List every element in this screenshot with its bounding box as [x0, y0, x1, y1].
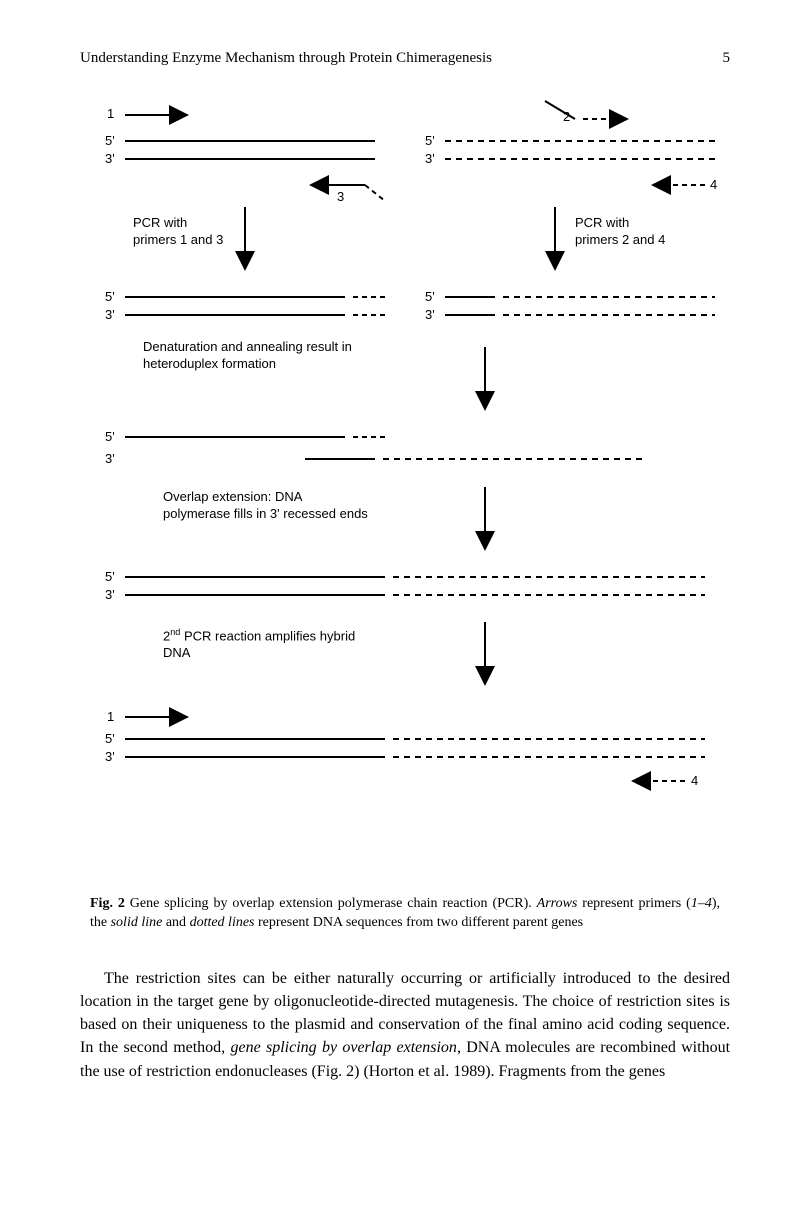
- figure-2-diagram: 1 2 3 4 5' 3' 5' 3' 5' 3' 5' 3' 5' 3' 5'…: [85, 97, 725, 877]
- body-paragraph: The restriction sites can be either natu…: [80, 967, 730, 1083]
- end-5p-r3-top: 5': [105, 429, 115, 444]
- end-3p-r1l-bot: 3': [105, 151, 115, 166]
- end-5p-r2r-top: 5': [425, 289, 435, 304]
- end-3p-r1r-bot: 3': [425, 151, 435, 166]
- page-header: Understanding Enzyme Mechanism through P…: [80, 50, 730, 67]
- second-pcr-super: nd: [170, 627, 180, 637]
- end-5p-r1r-top: 5': [425, 133, 435, 148]
- end-5p-r1l-top: 5': [105, 133, 115, 148]
- cap-dotted: dotted lines: [190, 915, 255, 930]
- cap-solid: solid line: [111, 915, 163, 930]
- cap-e: represent DNA sequences from two differe…: [255, 915, 584, 930]
- primer-1-label: 1: [107, 106, 114, 121]
- primer-4-label-top: 4: [710, 177, 717, 192]
- page-number: 5: [723, 50, 731, 67]
- end-3p-r2r-bot: 3': [425, 307, 435, 322]
- body-ital: gene splicing by overlap extension: [230, 1039, 456, 1056]
- cap-arrows: Arrows: [537, 896, 578, 911]
- step-pcr24: PCR with primers 2 and 4: [575, 215, 665, 249]
- cap-d: and: [162, 915, 189, 930]
- fig-label: Fig. 2: [90, 896, 125, 911]
- primer-1-label-bottom: 1: [107, 709, 114, 724]
- primer-2-label: 2: [563, 109, 570, 124]
- running-title: Understanding Enzyme Mechanism through P…: [80, 50, 492, 67]
- step-second-pcr: 2nd PCR reaction amplifies hybrid DNA: [163, 627, 355, 662]
- primer-4-label-bottom: 4: [691, 773, 698, 788]
- end-5p-r5-top: 5': [105, 731, 115, 746]
- step-overlap-extension: Overlap extension: DNA polymerase fills …: [163, 489, 368, 523]
- cap-b: represent primers (: [577, 896, 690, 911]
- cap-a: Gene splicing by overlap extension polym…: [125, 896, 537, 911]
- end-5p-r4-top: 5': [105, 569, 115, 584]
- end-3p-r5-bot: 3': [105, 749, 115, 764]
- figure-caption: Fig. 2 Gene splicing by overlap extensio…: [90, 895, 720, 933]
- step-denaturation: Denaturation and annealing result in het…: [143, 339, 352, 373]
- primer-3-label: 3: [337, 189, 344, 204]
- end-5p-r2l-top: 5': [105, 289, 115, 304]
- diagram-svg: [85, 97, 725, 877]
- second-pcr-suffix: PCR reaction amplifies hybrid DNA: [163, 628, 355, 660]
- end-3p-r2l-bot: 3': [105, 307, 115, 322]
- end-3p-r3-bot: 3': [105, 451, 115, 466]
- cap-range: 1–4: [691, 896, 712, 911]
- step-pcr13: PCR with primers 1 and 3: [133, 215, 223, 249]
- end-3p-r4-bot: 3': [105, 587, 115, 602]
